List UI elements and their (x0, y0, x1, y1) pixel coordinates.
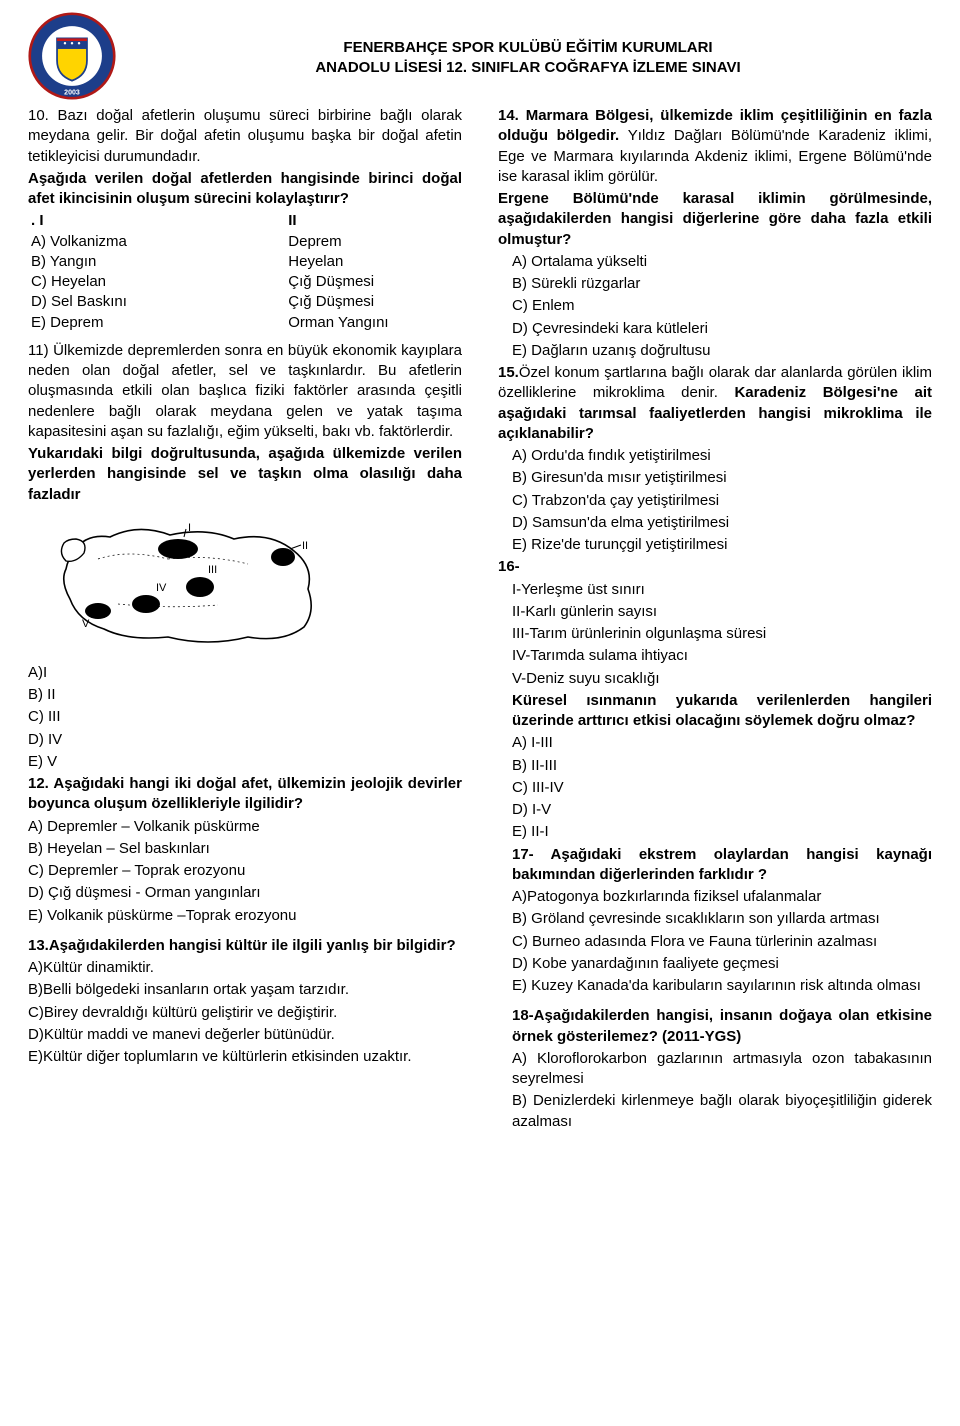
q12-e: E) Volkanik püskürme –Toprak erozyonu (28, 906, 462, 926)
q10-d-l: D) Sel Baskını (31, 292, 200, 312)
q12-b: B) Heyelan – Sel baskınları (28, 839, 462, 859)
q10-b-l: B) Yangın (31, 252, 200, 272)
q10-c-l: C) Heyelan (31, 272, 200, 292)
q16-l1: I-Yerleşme üst sınırı (512, 580, 932, 600)
svg-text:V: V (82, 618, 90, 630)
q10-prompt: Aşağıda verilen doğal afetlerden hangisi… (28, 169, 462, 210)
q12-prompt: 12. Aşağıdaki hangi iki doğal afet, ülke… (28, 774, 462, 815)
q16-l5: V-Deniz suyu sıcaklığı (512, 669, 932, 689)
q10-text: 10. Bazı doğal afetlerin oluşumu süreci … (28, 106, 462, 167)
q14-c: C) Enlem (512, 296, 932, 316)
q10-a-l: A) Volkanizma (31, 232, 200, 252)
q14-b: B) Sürekli rüzgarlar (512, 274, 932, 294)
svg-text:2003: 2003 (64, 90, 80, 97)
q10-e-l: E) Deprem (31, 313, 200, 333)
q14-e: E) Dağların uzanış doğrultusu (512, 341, 932, 361)
q14-text: 14. Marmara Bölgesi, ülkemizde iklim çeş… (498, 106, 932, 187)
q13-b: B)Belli bölgedeki insanların ortak yaşam… (28, 980, 462, 1000)
q13-prompt: 13.Aşağıdakilerden hangisi kültür ile il… (28, 936, 462, 956)
q16-prompt: Küresel ısınmanın yukarıda verilenlerden… (512, 691, 932, 732)
header-title-1: FENERBAHÇE SPOR KULÜBÜ EĞİTİM KURUMLARI (124, 38, 932, 58)
q14-prompt: Ergene Bölümü'nde karasal iklimin görülm… (498, 189, 932, 250)
q12-a: A) Depremler – Volkanik püskürme (28, 817, 462, 837)
q13-c: C)Birey devraldığı kültürü geliştirir ve… (28, 1003, 462, 1023)
q12-c: C) Depremler – Toprak erozyonu (28, 861, 462, 881)
q15-d: D) Samsun'da elma yetiştirilmesi (512, 513, 932, 533)
q10-b-r: Heyelan (288, 252, 462, 272)
q17-e: E) Kuzey Kanada'da karibuların sayıların… (512, 976, 932, 996)
q10-head-r: II (288, 211, 462, 231)
svg-text:IV: IV (156, 582, 167, 594)
q10-d-r: Çığ Düşmesi (288, 292, 462, 312)
q16-e: E) II-I (512, 822, 932, 842)
q14-d: D) Çevresindeki kara kütleleri (512, 319, 932, 339)
q11-e: E) V (28, 752, 462, 772)
q10-c-r: Çığ Düşmesi (288, 272, 462, 292)
q13-d: D)Kültür maddi ve manevi değerler bütünü… (28, 1025, 462, 1045)
svg-text:I: I (188, 522, 191, 534)
q10-e-r: Orman Yangını (288, 313, 462, 333)
svg-text:III: III (208, 564, 217, 576)
q13-a: A)Kültür dinamiktir. (28, 958, 462, 978)
q16-b: B) II-III (512, 756, 932, 776)
q12-d: D) Çığ düşmesi - Orman yangınları (28, 883, 462, 903)
q15-lead: 15. (498, 364, 519, 381)
q15-e: E) Rize'de turunçgil yetiştirilmesi (512, 535, 932, 555)
turkey-map-figure: I II III IV V (58, 509, 318, 659)
q18-prompt: 18-Aşağıdakilerden hangisi, insanın doğa… (512, 1006, 932, 1047)
q10-table: . I II A) Volkanizma Deprem B) Yangın Heye… (31, 211, 462, 333)
q10-head-l: . I (31, 211, 200, 231)
q17-c: C) Burneo adasında Flora ve Fauna türler… (512, 932, 932, 952)
q13-e: E)Kültür diğer toplumların ve kültürleri… (28, 1047, 462, 1067)
q18-a: A) Kloroflorokarbon gazlarının artmasıyl… (512, 1049, 932, 1090)
q15-a: A) Ordu'da fındık yetiştirilmesi (512, 446, 932, 466)
svg-text:II: II (302, 540, 308, 552)
school-logo: 2003 (28, 12, 116, 100)
left-column: 10. Bazı doğal afetlerin oluşumu süreci … (28, 106, 462, 1134)
right-column: 14. Marmara Bölgesi, ülkemizde iklim çeş… (498, 106, 932, 1134)
q10-a-r: Deprem (288, 232, 462, 252)
q15-text: 15.Özel konum şartlarına bağlı olarak da… (498, 363, 932, 444)
q14-a: A) Ortalama yükselti (512, 252, 932, 272)
q11-c: C) III (28, 707, 462, 727)
q11-prompt: Yukarıdaki bilgi doğrultusunda, aşağıda … (28, 444, 462, 505)
q11-b: B) II (28, 685, 462, 705)
q17-b: B) Gröland çevresinde sıcaklıkların son … (512, 909, 932, 929)
q15-b: B) Giresun'da mısır yetiştirilmesi (512, 468, 932, 488)
q16-l3: III-Tarım ürünlerinin olgunlaşma süresi (512, 624, 932, 644)
header-title-2: ANADOLU LİSESİ 12. SINIFLAR COĞRAFYA İZL… (124, 58, 932, 78)
q16-d: D) I-V (512, 800, 932, 820)
q17-d: D) Kobe yanardağının faaliyete geçmesi (512, 954, 932, 974)
q17-prompt: 17- Aşağıdaki ekstrem olaylardan hangisi… (512, 845, 932, 886)
q16-c: C) III-IV (512, 778, 932, 798)
q11-d: D) IV (28, 730, 462, 750)
q16-l2: II-Karlı günlerin sayısı (512, 602, 932, 622)
q15-c: C) Trabzon'da çay yetiştirilmesi (512, 491, 932, 511)
q16-lead: 16- (498, 557, 932, 577)
q11-text: 11) Ülkemizde depremlerden sonra en büyü… (28, 341, 462, 442)
q18-b: B) Denizlerdeki kirlenmeye bağlı olarak … (512, 1091, 932, 1132)
q16-a: A) I-III (512, 733, 932, 753)
q17-a: A)Patogonya bozkırlarında fiziksel ufala… (512, 887, 932, 907)
q11-a: A)I (28, 663, 462, 683)
q16-l4: IV-Tarımda sulama ihtiyacı (512, 646, 932, 666)
